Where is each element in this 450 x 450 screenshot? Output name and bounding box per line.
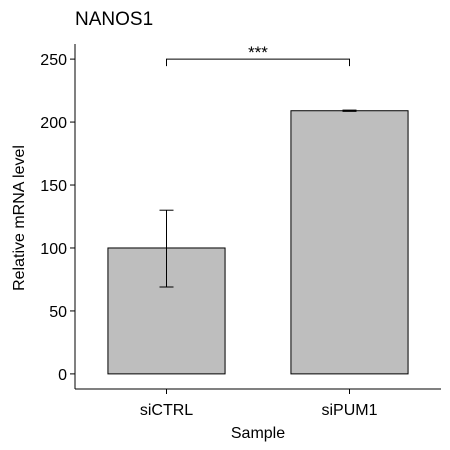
y-axis-label: Relative mRNA level — [11, 145, 28, 291]
chart-title: NANOS1 — [75, 9, 153, 30]
significance-label: *** — [248, 43, 268, 62]
y-tick-label: 0 — [58, 367, 67, 384]
x-tick-label-siPUM1: siPUM1 — [321, 402, 377, 419]
bar-siPUM1 — [290, 110, 409, 375]
y-tick-label: 100 — [40, 241, 67, 258]
y-tick-label: 250 — [40, 52, 67, 69]
x-tick-label-siCTRL: siCTRL — [140, 402, 193, 419]
y-tick-label: 200 — [40, 115, 67, 132]
y-tick-label: 50 — [49, 304, 67, 321]
y-tick-label: 150 — [40, 178, 67, 195]
plot-area: *** — [107, 43, 409, 375]
x-axis-label: Sample — [231, 425, 285, 442]
y-axis-ticks: 0 50 100 150 200 250 — [40, 52, 75, 384]
x-axis-ticks: siCTRL siPUM1 — [140, 389, 378, 419]
significance-bracket — [166, 58, 350, 67]
